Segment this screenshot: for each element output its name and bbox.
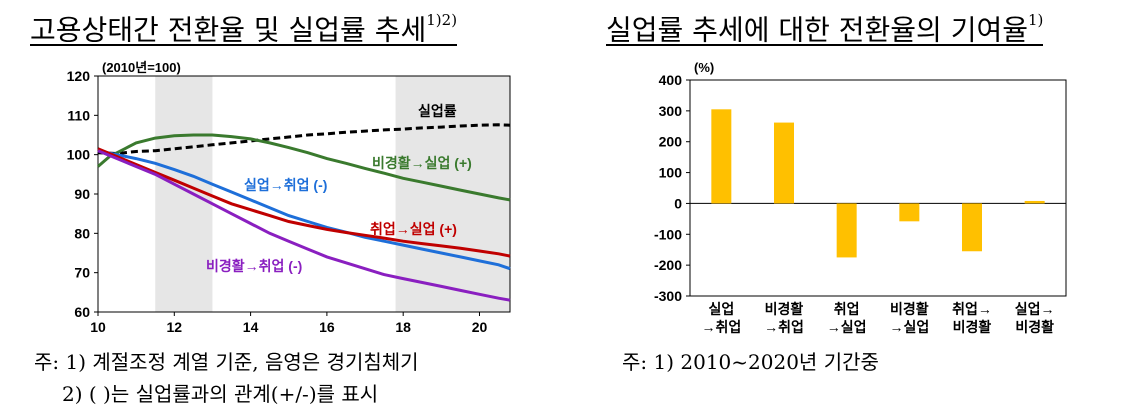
series-line-0	[97, 123, 511, 156]
right-title-text: 실업률 추세에 대한 전환율의 기여율	[606, 13, 1029, 47]
category-label: 비경활	[765, 301, 804, 317]
y-tick-label: 200	[659, 134, 683, 150]
series-line-4	[97, 149, 511, 302]
x-tick-label: 12	[167, 319, 183, 335]
category-label: →실업	[827, 319, 867, 335]
x-tick-label: 16	[319, 319, 335, 335]
category-label: →취업	[764, 319, 804, 335]
left-title-text: 고용상태간 전환율 및 실업률 추세	[30, 13, 427, 47]
left-chart-title: 고용상태간 전환율 및 실업률 추세1)2)	[30, 6, 458, 47]
category-label: 비경활	[1015, 319, 1054, 335]
category-label: 취업→	[952, 301, 992, 317]
bar-chart-unit-label: (%)	[694, 60, 714, 75]
series-label-4: 비경활→취업 (-)	[206, 258, 302, 274]
left-note-1: 주: 1) 계절조정 계열 기준, 음영은 경기침체기	[34, 350, 419, 374]
category-label: 실업→	[1015, 301, 1055, 317]
y-tick-label: -300	[654, 288, 682, 304]
left-note-2: 2) ( )는 실업률과의 관계(+/-)를 표시	[62, 382, 379, 406]
line-chart: 60 70 80 90 100 110 120 10 12 14 16 18 20 (2010년=100…	[67, 60, 511, 335]
y-tick-label: 90	[74, 186, 90, 202]
bar-2	[836, 203, 857, 258]
category-label: 취업	[834, 301, 860, 317]
category-label: →취업	[701, 319, 741, 335]
x-tick-label: 20	[472, 319, 488, 335]
y-tick-label: 110	[67, 107, 90, 123]
bar-3	[899, 203, 920, 222]
recession-shade-1	[395, 76, 510, 312]
right-chart-title: 실업률 추세에 대한 전환율의 기여율1)	[606, 6, 1044, 47]
y-tick-label: 100	[67, 147, 91, 163]
y-tick-label: 300	[659, 103, 683, 119]
x-tick-label: 10	[90, 319, 106, 335]
category-label: 비경활	[953, 319, 992, 335]
left-title-footnote-mark: 1)2)	[426, 11, 458, 29]
right-note-1: 주: 1) 2010~2020년 기간중	[622, 350, 879, 374]
y-tick-label: 400	[659, 72, 683, 88]
y-tick-label: 120	[67, 68, 91, 84]
y-tick-label: -100	[654, 226, 682, 242]
recession-shade-0	[155, 76, 213, 312]
series-label-0: 실업률	[418, 103, 457, 119]
series-label-2: 실업→취업 (-)	[244, 177, 327, 193]
bar-plot-frame	[689, 79, 1067, 297]
series-label-3: 취업→실업 (+)	[370, 221, 457, 237]
series-line-1	[97, 133, 511, 202]
x-tick-label: 18	[395, 319, 411, 335]
y-tick-label: 0	[674, 195, 682, 211]
x-tick-label: 14	[243, 319, 259, 335]
series-line-2	[97, 149, 511, 271]
bar-4	[962, 203, 982, 252]
series-line-3	[97, 147, 511, 258]
bar-0	[711, 109, 732, 204]
series-label-1: 비경활→실업 (+)	[372, 155, 472, 171]
y-tick-label: 70	[74, 265, 90, 281]
bar-5	[1024, 200, 1045, 204]
right-title-footnote-mark: 1)	[1028, 11, 1044, 29]
category-label: 비경활	[890, 301, 929, 317]
bar-1	[774, 122, 794, 204]
y-tick-label: 60	[74, 304, 90, 320]
y-tick-label: 100	[659, 165, 683, 181]
category-label: →실업	[889, 319, 929, 335]
category-label: 실업	[708, 301, 734, 317]
y-tick-label: 80	[74, 225, 90, 241]
y-tick-label: -200	[654, 257, 682, 273]
line-chart-unit-label: (2010년=100)	[102, 60, 181, 75]
